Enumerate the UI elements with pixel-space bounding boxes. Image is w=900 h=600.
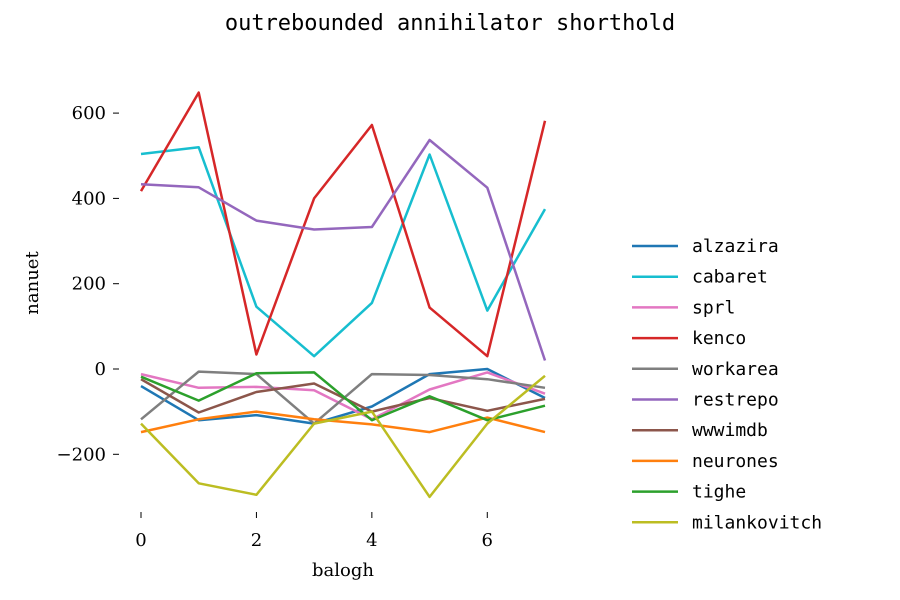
- series-line-milankovitch: [140, 374, 546, 499]
- legend-item-workarea: workarea: [632, 359, 779, 380]
- y-tick-label: 400: [72, 188, 106, 209]
- x-tick-label: 2: [251, 530, 262, 551]
- plot-area: [139, 91, 547, 499]
- series-line-neurones: [140, 410, 546, 434]
- legend-label: alzazira: [692, 236, 779, 257]
- series-line-cabaret: [140, 145, 547, 358]
- y-tick-label: 600: [72, 103, 106, 124]
- chart-title: outrebounded annihilator shorthold: [225, 11, 675, 36]
- legend-label: neurones: [692, 451, 779, 472]
- legend-label: sprl: [692, 297, 735, 318]
- legend-item-kenco: kenco: [632, 328, 746, 349]
- y-tick-label: −200: [57, 444, 106, 465]
- x-tick-label: 6: [482, 530, 493, 551]
- y-tick-label: 200: [72, 274, 106, 295]
- series-line-kenco: [139, 91, 547, 358]
- x-tick-label: 0: [135, 530, 146, 551]
- legend-item-tighe: tighe: [632, 482, 746, 503]
- legend-label: restrepo: [692, 390, 779, 411]
- legend: alzazira cabaret sprl kenco workarea restrepo…: [632, 236, 822, 533]
- x-axis-label: balogh: [312, 560, 374, 581]
- series-line-restrepo: [140, 138, 547, 361]
- series-line-alzazira: [140, 367, 546, 425]
- series-line-sprl: [140, 371, 546, 421]
- legend-label: milankovitch: [692, 512, 822, 533]
- legend-item-alzazira: alzazira: [632, 236, 779, 257]
- legend-label: cabaret: [692, 267, 768, 288]
- legend-label: workarea: [692, 359, 779, 380]
- legend-item-sprl: sprl: [632, 297, 735, 318]
- legend-item-wwwimdb: wwwimdb: [632, 420, 768, 441]
- legend-label: wwwimdb: [692, 420, 768, 441]
- y-axis-label: nanuet: [22, 251, 43, 315]
- legend-label: kenco: [692, 328, 746, 349]
- x-axis: 0 2 4 6: [135, 512, 493, 551]
- x-tick-label: 4: [366, 530, 377, 551]
- series-line-tighe: [140, 371, 546, 422]
- legend-item-milankovitch: milankovitch: [632, 512, 822, 533]
- y-axis: −200 0 200 400 600: [57, 103, 119, 465]
- legend-item-neurones: neurones: [632, 451, 779, 472]
- legend-item-restrepo: restrepo: [632, 390, 779, 411]
- legend-label: tighe: [692, 482, 746, 503]
- legend-item-cabaret: cabaret: [632, 267, 768, 288]
- y-tick-label: 0: [95, 359, 106, 380]
